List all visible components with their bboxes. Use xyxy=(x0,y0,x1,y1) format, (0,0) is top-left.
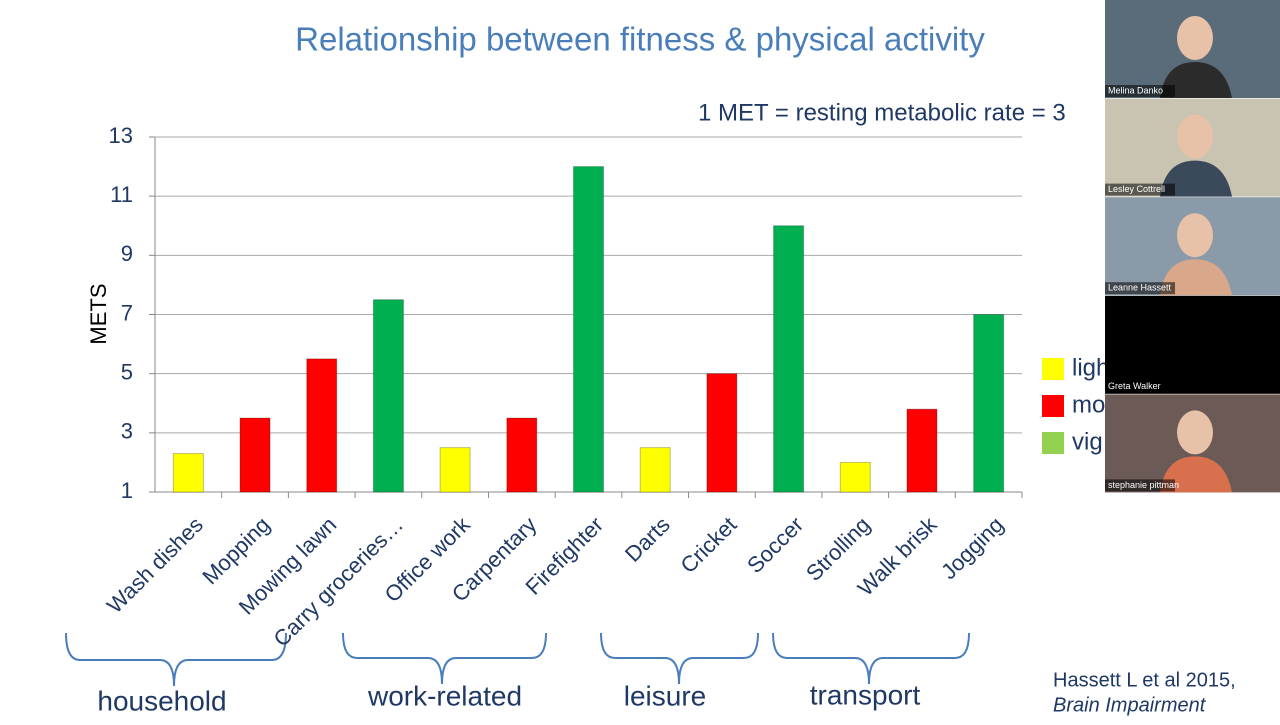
legend-label: vig xyxy=(1072,428,1103,455)
x-tick-label: Jogging xyxy=(936,512,1008,584)
participant-name: stephanie pittman xyxy=(1108,480,1179,490)
brace xyxy=(772,632,970,685)
legend-swatch xyxy=(1042,358,1064,380)
brace xyxy=(65,632,287,687)
chart-title: Relationship between fitness & physical … xyxy=(295,21,985,58)
participant-head xyxy=(1177,410,1213,455)
participant-name: Leanne Hassett xyxy=(1108,283,1172,293)
participant-head xyxy=(1177,213,1213,258)
y-tick-label: 11 xyxy=(110,182,133,207)
name-bg xyxy=(1105,479,1175,492)
participant-name: Melina Danko xyxy=(1108,85,1163,95)
bar xyxy=(573,166,604,493)
x-tick-label: Soccer xyxy=(742,512,808,578)
bar xyxy=(506,417,538,493)
group-label: household xyxy=(97,685,226,716)
y-tick-label: 3 xyxy=(121,419,133,444)
participant-body xyxy=(1160,456,1232,493)
brace xyxy=(342,632,547,685)
video-tile xyxy=(1105,295,1280,394)
legend-swatch xyxy=(1042,432,1064,454)
video-tiles: Melina Danko Lesley Cottrell Leanne Hasset… xyxy=(1105,0,1280,493)
brace xyxy=(600,632,759,685)
participant-body xyxy=(1160,259,1232,296)
participant-body xyxy=(1160,62,1232,98)
bar xyxy=(372,299,404,493)
group-label: transport xyxy=(810,679,921,710)
legend-label: ligh xyxy=(1072,354,1109,381)
participant-name: Greta Walker xyxy=(1108,381,1161,391)
participant-body xyxy=(1160,160,1232,197)
legend-label: mo xyxy=(1072,391,1105,418)
braces xyxy=(65,632,970,687)
group-label: leisure xyxy=(624,680,706,711)
bar xyxy=(706,373,738,493)
bar xyxy=(172,453,204,493)
participant-head xyxy=(1177,114,1213,159)
bar xyxy=(973,314,1005,493)
bar xyxy=(773,225,805,493)
name-bg xyxy=(1105,282,1175,295)
bar xyxy=(906,408,938,493)
name-bg xyxy=(1105,85,1175,97)
y-tick-label: 1 xyxy=(121,478,133,503)
bar xyxy=(839,461,871,493)
y-tick-label: 9 xyxy=(121,241,133,266)
x-tick-label: Darts xyxy=(620,512,675,567)
bar xyxy=(639,447,671,493)
citation: Brain Impairment xyxy=(1053,694,1207,716)
y-tick-label: 13 xyxy=(109,123,133,148)
x-tick-label: Wash dishes xyxy=(102,512,208,618)
legend-swatch xyxy=(1042,395,1064,417)
y-axis-label: METS xyxy=(86,283,111,344)
bar xyxy=(306,358,338,493)
participant-name: Lesley Cottrell xyxy=(1108,184,1165,194)
y-tick-label: 7 xyxy=(121,300,133,325)
name-bg xyxy=(1105,183,1175,196)
bar xyxy=(239,417,271,493)
y-tick-label: 5 xyxy=(121,359,133,384)
name-bg xyxy=(1105,380,1175,393)
group-label: work-related xyxy=(367,680,522,711)
bar xyxy=(439,447,471,493)
x-tick-label: Cricket xyxy=(675,512,741,578)
participant-head xyxy=(1177,16,1213,60)
citation: Hassett L et al 2015, xyxy=(1053,669,1236,691)
subtitle: 1 MET = resting metabolic rate = 3 xyxy=(698,99,1066,126)
